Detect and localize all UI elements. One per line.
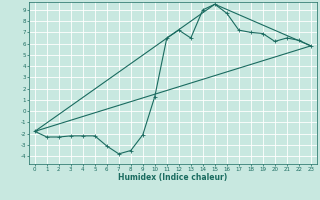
X-axis label: Humidex (Indice chaleur): Humidex (Indice chaleur) — [118, 173, 228, 182]
